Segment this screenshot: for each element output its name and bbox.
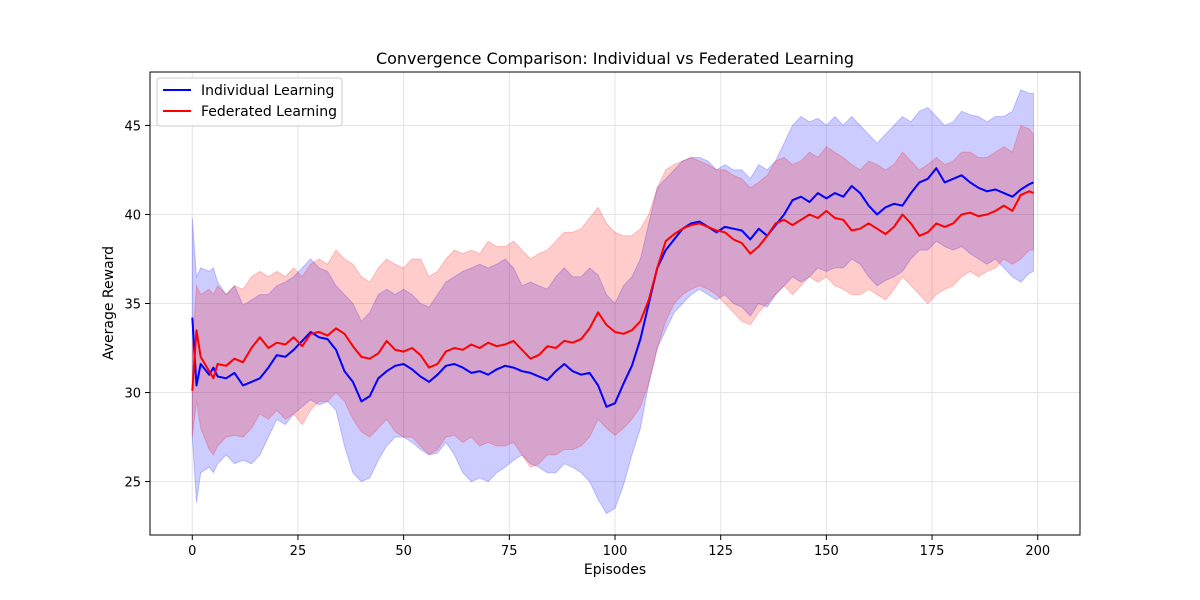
x-tick-label: 125 [708,544,733,559]
legend: Individual Learning Federated Learning [156,77,343,127]
x-tick-label: 0 [188,544,196,559]
y-axis-ticks: 25 30 35 40 45 [124,119,150,491]
individual-learning-line [191,167,1034,408]
legend-box [156,77,343,127]
y-tick-label: 30 [124,387,141,402]
x-axis-ticks: 0 25 50 75 100 125 150 175 200 [188,535,1050,559]
legend-label-federated: Federated Learning [201,104,337,120]
x-tick-label: 100 [603,544,628,559]
x-tick-label: 150 [814,544,839,559]
federated-learning-band [191,124,1034,468]
legend-label-individual: Individual Learning [201,83,334,99]
y-axis-label: Average Reward [101,246,117,360]
x-tick-label: 175 [920,544,945,559]
y-tick-label: 25 [124,476,141,491]
y-tick-label: 35 [124,298,141,313]
x-tick-label: 200 [1025,544,1050,559]
chart-title: Convergence Comparison: Individual vs Fe… [376,49,854,68]
x-tick-label: 50 [395,544,412,559]
x-tick-label: 75 [501,544,518,559]
y-tick-label: 40 [124,208,141,223]
x-axis-label: Episodes [584,562,646,578]
federated-learning-line [191,190,1034,391]
series-lines [191,167,1034,408]
y-tick-label: 45 [124,119,141,134]
x-tick-label: 25 [290,544,307,559]
grid-lines [150,72,1080,535]
